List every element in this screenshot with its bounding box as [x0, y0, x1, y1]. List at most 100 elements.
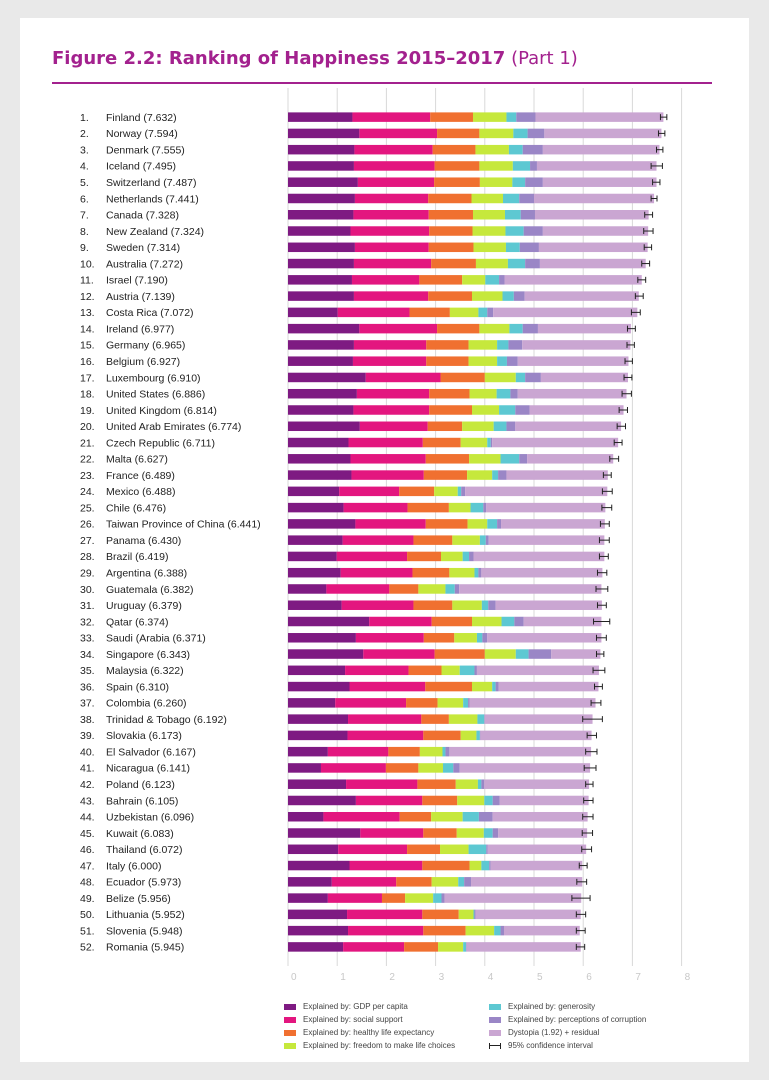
confidence-interval	[657, 130, 666, 137]
dystopia-segment	[488, 535, 605, 545]
health-segment	[381, 893, 406, 903]
health-segment	[423, 470, 468, 480]
generosity-segment	[483, 828, 493, 838]
rank-number: 32.	[80, 616, 95, 628]
generosity-segment	[445, 584, 455, 594]
corruption-segment	[454, 584, 460, 594]
x-axis-ticks: 0 1 2 3 4 5 6 7 8	[291, 972, 691, 983]
confidence-interval	[575, 927, 586, 934]
health-segment	[426, 356, 469, 366]
corruption-segment	[469, 551, 474, 562]
country-label: Italy (6.000)	[106, 860, 161, 872]
gdp-segment	[288, 210, 354, 220]
freedom-segment	[449, 307, 479, 318]
confidence-interval	[601, 504, 613, 511]
gdp-segment	[288, 388, 357, 399]
social-support-segment	[341, 600, 414, 610]
generosity-segment	[481, 860, 490, 871]
country-label: Singapore (6.343)	[106, 649, 190, 661]
gdp-segment	[288, 242, 355, 253]
gdp-segment	[288, 551, 337, 562]
rank-number: 23.	[80, 470, 95, 482]
corruption-segment	[506, 421, 516, 432]
dystopia-segment	[538, 242, 648, 253]
confidence-interval	[582, 813, 594, 820]
dystopia-segment	[469, 698, 596, 708]
corruption-segment	[468, 698, 470, 708]
corruption-segment	[495, 681, 499, 692]
legend-swatch-corruption	[489, 1016, 501, 1023]
legend-item-generosity: Explained by: generosity	[489, 1002, 595, 1011]
rank-number: 39.	[80, 730, 95, 742]
freedom-segment	[467, 519, 488, 529]
corruption-segment	[527, 128, 545, 139]
legend-label-social: Explained by: social support	[303, 1015, 403, 1024]
dystopia-segment	[540, 372, 628, 383]
country-label: Israel (7.190)	[106, 275, 168, 287]
dystopia-segment	[459, 584, 602, 594]
gdp-segment	[288, 942, 344, 952]
corruption-segment	[492, 828, 499, 838]
freedom-segment	[479, 128, 514, 139]
rank-number: 41.	[80, 763, 95, 775]
freedom-segment	[434, 486, 458, 497]
country-label: Iceland (7.495)	[106, 161, 176, 173]
confidence-interval	[656, 146, 664, 153]
confidence-interval	[637, 276, 647, 283]
health-segment	[431, 616, 473, 627]
health-segment	[429, 388, 470, 399]
confidence-interval	[643, 228, 654, 235]
country-label: Mexico (6.488)	[106, 486, 175, 498]
dystopia-segment	[522, 340, 631, 350]
confidence-interval	[652, 179, 661, 186]
rank-number: 40.	[80, 746, 95, 758]
corruption-segment	[522, 323, 538, 334]
confidence-interval	[592, 667, 606, 674]
country-label: Lithuania (5.952)	[106, 909, 185, 921]
gdp-segment	[288, 486, 340, 497]
health-segment	[426, 340, 469, 350]
health-segment	[428, 210, 473, 220]
rank-number: 7.	[80, 210, 89, 222]
country-label: Costa Rica (7.072)	[106, 307, 194, 319]
gdp-segment	[288, 226, 351, 236]
country-label: Slovakia (6.173)	[106, 730, 182, 742]
freedom-segment	[455, 779, 478, 789]
legend-item-ci: 95% confidence interval	[489, 1041, 593, 1050]
legend-label-gdp: Explained by: GDP per capita	[303, 1002, 408, 1011]
legend-item-health: Explained by: healthy life expectancy	[284, 1028, 434, 1037]
freedom-segment	[460, 437, 488, 448]
health-segment	[430, 112, 473, 122]
generosity-segment	[502, 291, 514, 301]
gdp-segment	[288, 193, 355, 204]
freedom-segment	[475, 258, 508, 269]
legend-label-dystopia: Dystopia (1.92) + residual	[508, 1028, 600, 1037]
corruption-segment	[523, 226, 543, 236]
country-label: Nicaragua (6.141)	[106, 763, 190, 775]
gdp-segment	[288, 161, 354, 171]
corruption-segment	[525, 372, 541, 383]
health-segment	[428, 291, 473, 301]
gdp-segment	[288, 893, 328, 903]
generosity-segment	[503, 193, 520, 204]
social-support-segment	[352, 112, 431, 122]
country-label: Uruguay (6.379)	[106, 600, 182, 612]
rank-number: 46.	[80, 844, 95, 856]
corruption-segment	[508, 340, 523, 350]
generosity-segment	[462, 551, 470, 562]
confidence-interval	[583, 797, 594, 804]
generosity-segment	[509, 323, 523, 334]
country-label: Germany (6.965)	[106, 340, 185, 352]
x-tick-label: 3	[439, 972, 445, 983]
gdp-segment	[288, 681, 350, 692]
dystopia-segment	[465, 486, 608, 497]
corruption-segment	[474, 909, 476, 920]
corruption-segment	[519, 242, 539, 253]
corruption-segment	[519, 193, 534, 204]
gdp-segment	[288, 665, 346, 676]
generosity-segment	[500, 454, 520, 464]
figure-title-sub: (Part 1)	[511, 48, 578, 69]
generosity-segment	[463, 942, 467, 952]
freedom-segment	[441, 551, 463, 562]
generosity-segment	[463, 698, 469, 708]
